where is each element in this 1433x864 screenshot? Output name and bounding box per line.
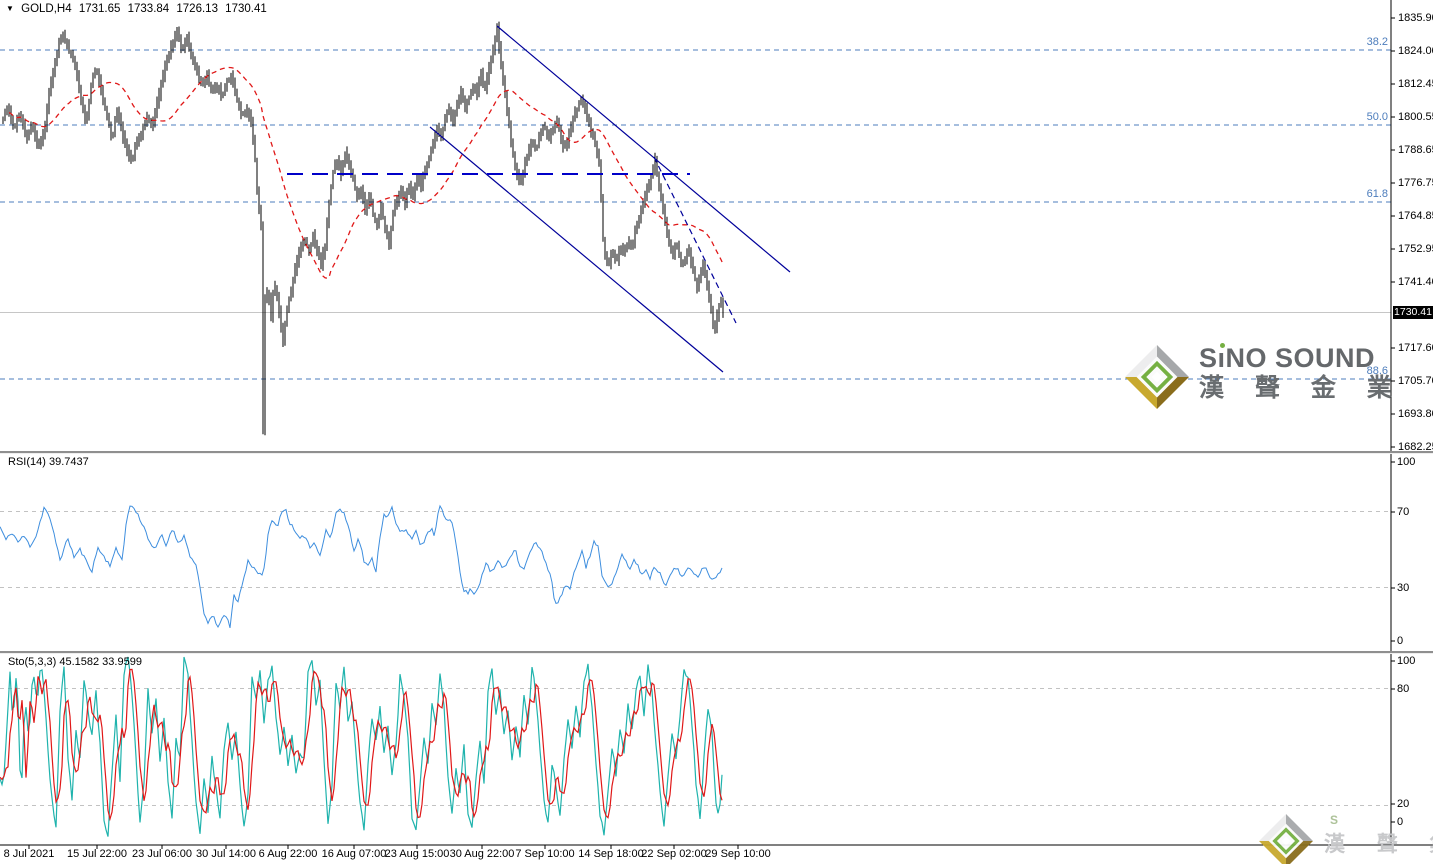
price-axis-label: 1682.25 — [1398, 441, 1433, 453]
price-axis-label: 1717.60 — [1398, 342, 1433, 354]
rsi-indicator-title: RSI(14) 39.7437 — [8, 456, 89, 468]
time-axis-label: 14 Sep 18:00 — [578, 848, 644, 860]
price-axis-label: 1705.70 — [1398, 375, 1433, 387]
fib-level-label: 61.8 — [1366, 188, 1388, 200]
price-axis-label: 1812.45 — [1398, 78, 1433, 90]
price-axis-label: 1824.00 — [1398, 45, 1433, 57]
price-axis-label: 1788.65 — [1398, 144, 1433, 156]
time-axis-label: 29 Sep 10:00 — [705, 848, 771, 860]
sto-scale-label: 100 — [1397, 655, 1416, 667]
ohlc-close: 1730.41 — [225, 3, 267, 15]
rsi-scale-label: 0 — [1397, 635, 1404, 647]
sto-scale-label: 80 — [1397, 683, 1410, 695]
brand-diamond-icon — [1125, 345, 1189, 409]
brand-name: SıNO SOUND — [1199, 343, 1376, 373]
rsi-scale-label: 30 — [1397, 582, 1410, 594]
watermark-mini-s: S — [1330, 813, 1339, 827]
time-axis-label: 23 Aug 15:00 — [384, 848, 450, 860]
panel-separator-rsi[interactable] — [0, 451, 1433, 454]
price-axis-label: 1693.80 — [1398, 408, 1433, 420]
ohlc-low: 1726.13 — [176, 3, 218, 15]
price-axis-label: 1835.90 — [1398, 12, 1433, 24]
brand-logo: SıNO SOUND 漢 聲 金 業 — [1124, 344, 1404, 410]
rsi-scale-label: 100 — [1397, 456, 1416, 468]
time-axis-label: 23 Jul 06:00 — [132, 848, 192, 860]
watermark-diamond-icon — [1259, 814, 1313, 864]
sto-scale-label: 20 — [1397, 798, 1410, 810]
ohlc-high: 1733.84 — [127, 3, 170, 15]
price-axis-label: 1764.85 — [1398, 210, 1433, 222]
time-axis-label: 30 Aug 22:00 — [449, 848, 515, 860]
time-axis-label: 15 Jul 22:00 — [67, 848, 127, 860]
fib-level-label: 88.6 — [1366, 365, 1388, 377]
sto-scale-label: 0 — [1397, 816, 1404, 828]
panel-separator-sto[interactable] — [0, 651, 1433, 654]
time-axis-label: 7 Sep 10:00 — [515, 848, 575, 860]
time-axis-label: 6 Aug 22:00 — [258, 848, 318, 860]
time-axis-label: 30 Jul 14:00 — [196, 848, 256, 860]
time-axis-label: 22 Sep 02:00 — [641, 848, 707, 860]
price-axis-label: 1776.75 — [1398, 177, 1433, 189]
sto-indicator-title: Sto(5,3,3) 45.1582 33.9599 — [8, 656, 142, 668]
time-axis[interactable] — [0, 846, 1433, 864]
ohlc-open: 1731.65 — [78, 3, 121, 15]
price-axis-label: 1800.55 — [1398, 111, 1433, 123]
symbol-name: GOLD,H4 — [21, 3, 72, 15]
price-axis-label: 1741.40 — [1398, 276, 1433, 288]
rsi-scale-label: 70 — [1397, 506, 1410, 518]
time-axis-label: 8 Jul 2021 — [3, 848, 55, 860]
watermark-cjk: 漢 聲 集 團 — [1324, 833, 1433, 856]
symbol-dropdown-icon[interactable]: ▼ — [6, 4, 14, 13]
price-axis[interactable] — [1392, 0, 1433, 845]
fib-level-label: 50.0 — [1366, 111, 1388, 123]
price-axis-label: 1752.95 — [1398, 243, 1433, 255]
current-price-tag: 1730.41 — [1393, 306, 1433, 319]
watermark: S 漢 聲 集 團 — [1258, 813, 1433, 864]
fib-level-label: 38.2 — [1366, 36, 1388, 48]
brand-name-cjk: 漢 聲 金 業 — [1199, 374, 1404, 402]
time-axis-label: 16 Aug 07:00 — [321, 848, 387, 860]
symbol-header: ▼ GOLD,H4 1731.65 1733.84 1726.13 1730.4… — [6, 3, 271, 15]
